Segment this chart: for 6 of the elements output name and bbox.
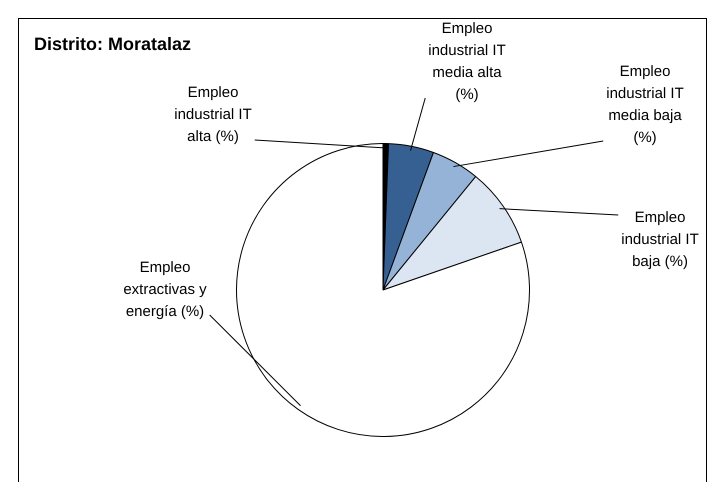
- text: Distrito: Moratalaz: [34, 34, 192, 55]
- slice-label: Empleo industrial IT media alta (%): [428, 20, 506, 104]
- slice-label: Empleo extractivas y energía (%): [123, 259, 208, 320]
- slice-label: Empleo industrial IT baja (%): [621, 209, 699, 270]
- slice-label: Empleo industrial IT media baja (%): [606, 63, 684, 146]
- slice-label: Empleo industrial IT alta (%): [174, 84, 252, 146]
